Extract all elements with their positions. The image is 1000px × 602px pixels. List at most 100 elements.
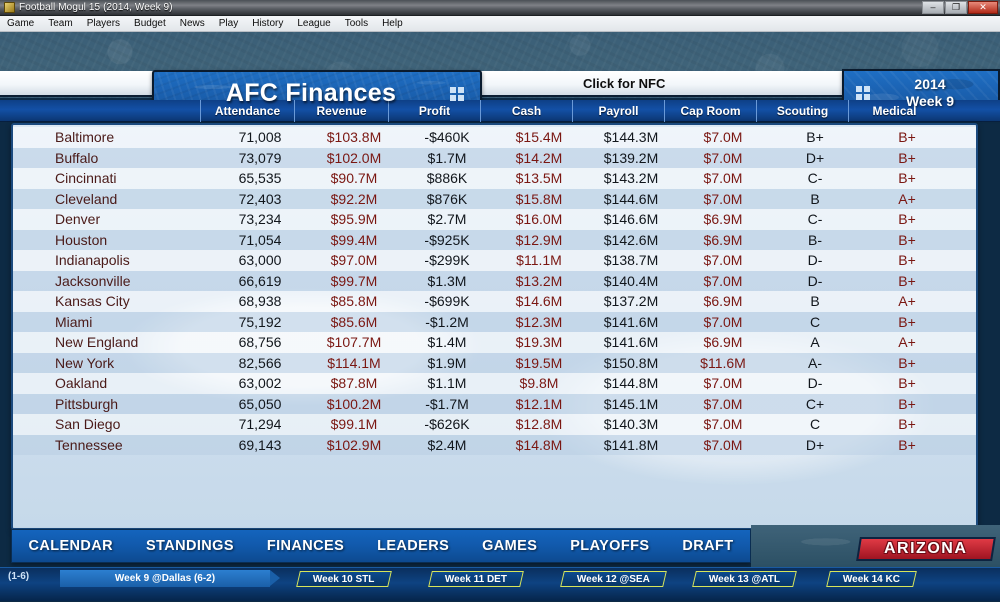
cell-team: Denver <box>55 211 101 228</box>
table-row[interactable]: Kansas City 68,938 $85.8M -$699K $14.6M $137.… <box>13 291 976 312</box>
table-row[interactable]: Miami 75,192 $85.6M -$1.2M $12.3M $141.6M $7.0… <box>13 311 976 332</box>
cell-team: Kansas City <box>55 293 130 310</box>
column-header-profit[interactable]: Profit <box>388 99 480 122</box>
nav-item-games[interactable]: GAMES <box>482 538 538 554</box>
table-row[interactable]: New England 68,756 $107.7M $1.4M $19.3M $141.… <box>13 332 976 353</box>
cell-cap-room: $7.0M <box>703 190 743 207</box>
cell-medical: B+ <box>898 436 916 453</box>
table-row[interactable]: San Diego 71,294 $99.1M -$626K $12.8M $140.3M… <box>13 414 976 435</box>
nav-item-leaders[interactable]: LEADERS <box>377 538 450 554</box>
schedule-game-week-10[interactable]: Week 10 STL <box>296 571 392 587</box>
table-row[interactable]: Baltimore 71,008 $103.8M -$460K $15.4M $144.3… <box>13 127 976 148</box>
table-row[interactable]: Buffalo 73,079 $102.0M $1.7M $14.2M $139.2M $7… <box>13 147 976 168</box>
table-row[interactable]: Cincinnati 65,535 $90.7M $886K $13.5M $143.2M… <box>13 168 976 189</box>
conference-toggle[interactable]: Click for NFC <box>583 76 666 91</box>
nav-item-playoffs[interactable]: PLAYOFFS <box>570 538 650 554</box>
season-week-plaque[interactable]: 2014 Week 9 <box>842 69 1000 117</box>
current-game-label: Week 9 @Dallas (6-2) <box>114 573 216 584</box>
team-logo[interactable]: ARIZONA <box>856 537 996 561</box>
cell-cash: $19.3M <box>515 334 563 351</box>
cell-revenue: $92.2M <box>330 190 378 207</box>
team-record: (1-6) <box>8 571 30 582</box>
cell-payroll: $144.6M <box>603 190 659 207</box>
cell-team: New England <box>55 334 139 351</box>
schedule-game-label: Week 11 DET <box>445 573 508 585</box>
column-header-attendance[interactable]: Attendance <box>200 99 294 122</box>
cell-medical: B+ <box>898 354 916 371</box>
menu-item-team[interactable]: Team <box>48 18 73 29</box>
menu-item-tools[interactable]: Tools <box>344 18 369 29</box>
column-header-medical[interactable]: Medical <box>848 99 940 122</box>
column-header-scouting[interactable]: Scouting <box>756 99 848 122</box>
cell-revenue: $99.1M <box>330 416 378 433</box>
cell-profit: $2.4M <box>427 436 467 453</box>
table-row[interactable]: Houston 71,054 $99.4M -$925K $12.9M $142.6M $6… <box>13 229 976 250</box>
table-row[interactable]: Cleveland 72,403 $92.2M $876K $15.8M $144.6M $… <box>13 188 976 209</box>
table-column-headers: Attendance Revenue Profit Cash Payroll C… <box>0 99 1000 122</box>
cell-scouting: C- <box>807 211 823 228</box>
column-header-payroll[interactable]: Payroll <box>572 99 664 122</box>
nav-item-draft[interactable]: DRAFT <box>682 538 734 554</box>
cell-scouting: B <box>810 293 820 310</box>
cell-scouting: A <box>810 334 820 351</box>
nav-item-calendar[interactable]: CALENDAR <box>28 538 114 554</box>
cell-attendance: 68,938 <box>238 293 282 310</box>
close-button[interactable]: ✕ <box>968 1 998 14</box>
table-row[interactable]: New York 82,566 $114.1M $1.9M $19.5M $150.8M $… <box>13 352 976 373</box>
table-row[interactable]: Indianapolis 63,000 $97.0M -$299K $11.1M $138… <box>13 250 976 271</box>
app-icon <box>4 2 15 13</box>
table-row[interactable]: Tennessee 69,143 $102.9M $2.4M $14.8M $141.8M… <box>13 434 976 455</box>
cell-cash: $13.2M <box>515 272 563 289</box>
table-row[interactable]: Jacksonville 66,619 $99.7M $1.3M $13.2M $140.… <box>13 270 976 291</box>
nav-item-finances[interactable]: FINANCES <box>266 538 345 554</box>
menu-item-league[interactable]: League <box>297 18 331 29</box>
cell-revenue: $100.2M <box>326 395 382 412</box>
table-row[interactable]: Pittsburgh 65,050 $100.2M -$1.7M $12.1M $145.… <box>13 393 976 414</box>
grid-icon[interactable] <box>856 86 870 100</box>
cell-cash: $19.5M <box>515 354 563 371</box>
cell-revenue: $97.0M <box>330 252 378 269</box>
schedule-game-week-11[interactable]: Week 11 DET <box>428 571 524 587</box>
team-logo-area: ARIZONA <box>751 525 1000 567</box>
game-screen: Click for NFC AFC Finances 2014 Week 9 A… <box>0 32 1000 602</box>
cell-cash: $12.3M <box>515 313 563 330</box>
cell-payroll: $141.6M <box>603 313 659 330</box>
cell-medical: A+ <box>898 190 916 207</box>
cell-medical: B+ <box>898 170 916 187</box>
cell-attendance: 65,535 <box>238 170 282 187</box>
nav-item-standings[interactable]: STANDINGS <box>145 538 234 554</box>
schedule-game-week-13[interactable]: Week 13 @ATL <box>692 571 797 587</box>
grid-icon[interactable] <box>450 86 464 101</box>
schedule-game-label: Week 12 @SEA <box>577 573 650 585</box>
cell-revenue: $90.7M <box>330 170 378 187</box>
schedule-game-week-14[interactable]: Week 14 KC <box>826 571 917 587</box>
table-row[interactable]: Denver 73,234 $95.9M $2.7M $16.0M $146.6M $6.9… <box>13 209 976 230</box>
menu-item-news[interactable]: News <box>179 18 205 29</box>
minimize-button[interactable]: – <box>922 1 944 14</box>
menu-item-help[interactable]: Help <box>382 18 403 29</box>
cell-medical: B+ <box>898 211 916 228</box>
maximize-button[interactable]: ❐ <box>945 1 967 14</box>
table-row[interactable]: Oakland 63,002 $87.8M $1.1M $9.8M $144.8M $7.0… <box>13 373 976 394</box>
menu-item-play[interactable]: Play <box>218 18 239 29</box>
column-header-cash[interactable]: Cash <box>480 99 572 122</box>
cell-cap-room: $7.0M <box>703 436 743 453</box>
cell-payroll: $138.7M <box>603 252 659 269</box>
cell-cash: $15.8M <box>515 190 563 207</box>
menu-item-game[interactable]: Game <box>7 18 35 29</box>
schedule-game-week-12[interactable]: Week 12 @SEA <box>560 571 667 587</box>
cell-medical: B+ <box>898 252 916 269</box>
menu-item-history[interactable]: History <box>252 18 284 29</box>
current-game[interactable]: Week 9 @Dallas (6-2) <box>60 570 270 587</box>
cell-scouting: D+ <box>805 436 825 453</box>
schedule-game-label: Week 13 @ATL <box>709 573 781 585</box>
menu-item-players[interactable]: Players <box>86 18 121 29</box>
cell-revenue: $102.0M <box>326 149 382 166</box>
cell-team: Cincinnati <box>55 170 117 187</box>
cell-scouting: B- <box>808 231 822 248</box>
column-header-revenue[interactable]: Revenue <box>294 99 388 122</box>
cell-attendance: 75,192 <box>238 313 282 330</box>
column-header-cap-room[interactable]: Cap Room <box>664 99 756 122</box>
menu-item-budget[interactable]: Budget <box>134 18 166 29</box>
cell-profit: $1.7M <box>427 149 467 166</box>
